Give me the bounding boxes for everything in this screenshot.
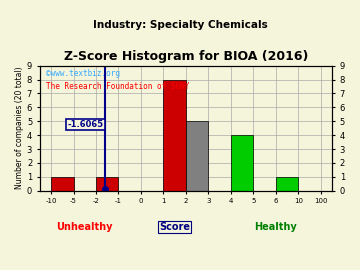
Y-axis label: Number of companies (20 total): Number of companies (20 total): [15, 67, 24, 190]
Text: Healthy: Healthy: [255, 222, 297, 232]
Bar: [231, 135, 253, 191]
Bar: [96, 177, 118, 191]
Title: Z-Score Histogram for BIOA (2016): Z-Score Histogram for BIOA (2016): [64, 50, 308, 63]
Text: Industry: Specialty Chemicals: Industry: Specialty Chemicals: [93, 20, 267, 30]
Text: ©www.textbiz.org: ©www.textbiz.org: [46, 69, 120, 78]
Bar: [276, 177, 298, 191]
Bar: [163, 80, 186, 191]
Text: The Research Foundation of SUNY: The Research Foundation of SUNY: [46, 82, 189, 91]
Text: Score: Score: [159, 222, 190, 232]
Text: -1.6065: -1.6065: [68, 120, 104, 129]
Text: Unhealthy: Unhealthy: [57, 222, 113, 232]
Bar: [51, 177, 73, 191]
Bar: [186, 121, 208, 191]
